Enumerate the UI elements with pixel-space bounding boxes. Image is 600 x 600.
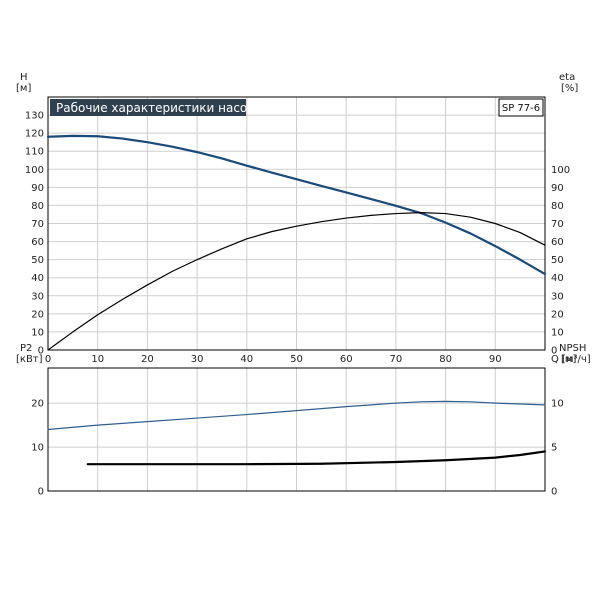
right-tick-label: 0 bbox=[551, 346, 557, 357]
x-tick-label: 0 bbox=[45, 354, 51, 365]
series-line-performance-0 bbox=[46, 134, 547, 276]
right-axis-unit: [м] bbox=[561, 354, 576, 365]
x-tick-label: 70 bbox=[390, 354, 403, 365]
model-label-text: SP 77-6 bbox=[502, 103, 540, 114]
right-tick-label: 50 bbox=[551, 255, 564, 266]
right-tick-label: 5 bbox=[551, 443, 557, 454]
right-axis-label: eta bbox=[559, 72, 575, 83]
left-tick-label: 80 bbox=[31, 201, 44, 212]
right-tick-label: 90 bbox=[551, 183, 564, 194]
x-tick-label: 40 bbox=[240, 354, 253, 365]
chart-title-background bbox=[50, 99, 246, 116]
model-label: SP 77-6 bbox=[498, 98, 544, 117]
right-tick-label: 60 bbox=[551, 237, 564, 248]
left-tick-label: 10 bbox=[31, 327, 44, 338]
left-tick-label: 20 bbox=[31, 309, 44, 320]
performance-panel: 0102030405060708090100110120130010203040… bbox=[16, 72, 591, 365]
x-tick-label: 80 bbox=[439, 354, 452, 365]
x-tick-label: 90 bbox=[489, 354, 502, 365]
plot-frame bbox=[47, 96, 546, 351]
x-tick-label: 10 bbox=[91, 354, 104, 365]
x-tick-label: 60 bbox=[340, 354, 353, 365]
left-tick-label: 30 bbox=[31, 291, 44, 302]
left-tick-label: 110 bbox=[25, 147, 44, 158]
left-tick-label: 100 bbox=[25, 165, 44, 176]
right-tick-label: 20 bbox=[551, 309, 564, 320]
left-tick-label: 120 bbox=[25, 129, 44, 140]
left-tick-label: 20 bbox=[31, 399, 44, 410]
left-tick-label: 130 bbox=[25, 111, 44, 122]
power-npsh-panel: 0 10 20 0 5 10 P2[кВт] NPSH[м] bbox=[16, 343, 586, 498]
left-axis-label: P2 bbox=[20, 343, 32, 354]
x-tick-label: 50 bbox=[290, 354, 303, 365]
model-label-box bbox=[498, 98, 544, 117]
left-tick-label: 90 bbox=[31, 183, 44, 194]
right-tick-label: 100 bbox=[551, 165, 570, 176]
series-line-performance-1 bbox=[47, 212, 546, 351]
x-axis-label: Q [м³/ч] bbox=[551, 354, 591, 365]
left-axis-unit: [м] bbox=[16, 83, 31, 94]
left-tick-label: 10 bbox=[31, 443, 44, 454]
right-tick-label: 40 bbox=[551, 273, 564, 284]
chart-title: Рабочие характеристики насоса bbox=[50, 99, 261, 116]
left-tick-label: 70 bbox=[31, 219, 44, 230]
series-line-power-npsh-1 bbox=[86, 450, 547, 466]
left-axis-unit: [кВт] bbox=[16, 354, 43, 365]
chart-title-text: Рабочие характеристики насоса bbox=[56, 101, 261, 115]
right-tick-label: 80 bbox=[551, 201, 564, 212]
x-tick-label: 20 bbox=[141, 354, 154, 365]
right-axis-unit: [%] bbox=[561, 83, 578, 94]
left-tick-label: 50 bbox=[31, 255, 44, 266]
right-tick-label: 10 bbox=[551, 327, 564, 338]
right-tick-label: 30 bbox=[551, 291, 564, 302]
left-tick-label: 60 bbox=[31, 237, 44, 248]
right-tick-label: 70 bbox=[551, 219, 564, 230]
right-tick-label: 10 bbox=[551, 399, 564, 410]
left-tick-label: 0 bbox=[38, 487, 44, 498]
right-axis-label: NPSH bbox=[559, 343, 586, 354]
left-axis-label: H bbox=[20, 72, 28, 83]
series-line-power-npsh-0 bbox=[47, 400, 546, 431]
x-tick-label: 30 bbox=[191, 354, 204, 365]
left-tick-label: 0 bbox=[38, 346, 44, 357]
right-tick-label: 0 bbox=[551, 487, 557, 498]
left-tick-label: 40 bbox=[31, 273, 44, 284]
